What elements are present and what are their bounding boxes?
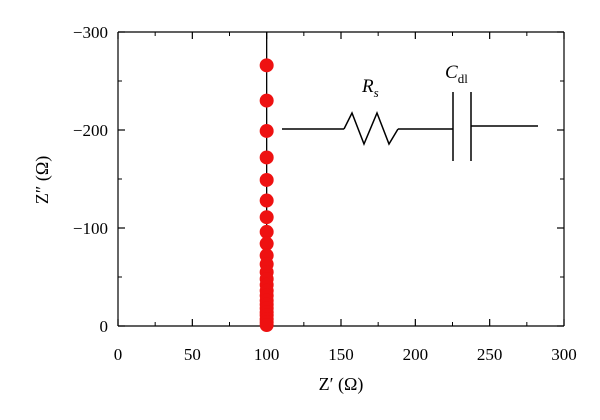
data-point — [259, 224, 274, 239]
y-tick-label: −300 — [73, 23, 108, 42]
x-tick-label: 300 — [551, 345, 577, 364]
data-point — [259, 58, 274, 73]
data-point — [259, 210, 274, 225]
y-axis-title: Z″ (Ω) — [32, 156, 53, 204]
x-axis-title: Z′ (Ω) — [319, 374, 364, 395]
y-tick-label: −200 — [73, 121, 108, 140]
data-point — [259, 318, 274, 333]
data-point — [259, 172, 274, 187]
data-point — [259, 236, 274, 251]
resistor-label: Rs — [361, 76, 379, 100]
data-point — [259, 150, 274, 165]
equivalent-circuit: Rs Cdl — [282, 62, 538, 161]
plot-frame — [117, 31, 565, 327]
data-point — [259, 123, 274, 138]
capacitor-subscript: dl — [458, 71, 469, 86]
data-point — [259, 93, 274, 108]
x-tick-label: 100 — [254, 345, 280, 364]
data-layer — [259, 32, 274, 333]
y-ticks: 0 −100 −200 −300 — [73, 23, 564, 336]
y-tick-label: 0 — [100, 317, 109, 336]
resistor-symbol — [343, 110, 399, 147]
resistor-subscript: s — [374, 85, 379, 100]
x-tick-label: 50 — [184, 345, 201, 364]
x-tick-label: 200 — [403, 345, 429, 364]
capacitor-label: Cdl — [445, 62, 468, 86]
data-point — [259, 193, 274, 208]
x-tick-label: 0 — [114, 345, 123, 364]
x-tick-label: 250 — [477, 345, 503, 364]
x-ticks: 0 50 100 150 200 250 300 — [114, 32, 577, 364]
y-tick-label: −100 — [73, 219, 108, 238]
x-tick-label: 150 — [328, 345, 354, 364]
